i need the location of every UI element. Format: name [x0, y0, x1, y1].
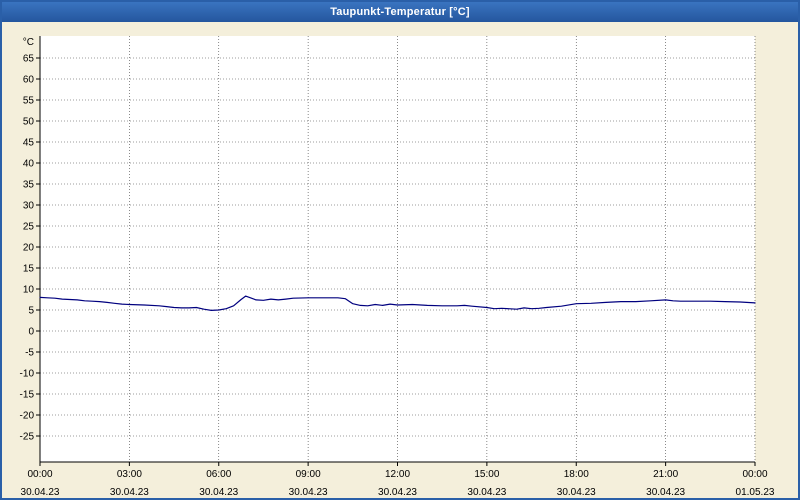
y-tick-label: 30: [23, 201, 35, 212]
x-tick-time-label: 03:00: [117, 469, 142, 480]
x-tick-date-label: 30.04.23: [378, 487, 417, 498]
y-tick-label: 35: [23, 180, 35, 191]
window-title: Taupunkt-Temperatur [°C]: [330, 6, 470, 18]
x-tick-time-label: 18:00: [564, 469, 589, 480]
y-tick-label: 50: [23, 117, 35, 128]
y-tick-label: -5: [25, 348, 34, 359]
y-tick-label: -10: [20, 369, 35, 380]
y-tick-label: 40: [23, 159, 35, 170]
x-tick-time-label: 06:00: [206, 469, 231, 480]
x-tick-time-label: 15:00: [474, 469, 499, 480]
x-tick-date-label: 30.04.23: [199, 487, 238, 498]
y-tick-label: -15: [20, 390, 35, 401]
x-tick-date-label: 30.04.23: [467, 487, 506, 498]
x-tick-date-label: 30.04.23: [646, 487, 685, 498]
x-tick-time-label: 09:00: [296, 469, 321, 480]
y-axis-unit-label: °C: [23, 37, 34, 48]
x-tick-date-label: 30.04.23: [557, 487, 596, 498]
dewpoint-temperature-chart: 65605550454035302520151050-5-10-15-20-25…: [20, 36, 775, 498]
y-tick-label: 45: [23, 138, 35, 149]
y-tick-label: 20: [23, 243, 35, 254]
y-tick-label: -25: [20, 432, 35, 443]
y-tick-label: 15: [23, 264, 35, 275]
x-tick-date-label: 30.04.23: [289, 487, 328, 498]
y-tick-label: 25: [23, 222, 35, 233]
y-tick-label: 55: [23, 96, 35, 107]
x-tick-date-label: 30.04.23: [110, 487, 149, 498]
y-tick-label: 0: [28, 327, 34, 338]
y-tick-label: -20: [20, 411, 35, 422]
dewpoint-series-line: [39, 295, 756, 311]
y-tick-label: 65: [23, 54, 35, 65]
x-tick-date-label: 30.04.23: [21, 487, 60, 498]
x-tick-time-label: 00:00: [27, 469, 52, 480]
y-tick-label: 5: [28, 306, 34, 317]
y-tick-label: 60: [23, 75, 35, 86]
y-tick-label: 10: [23, 285, 35, 296]
window-titlebar: Taupunkt-Temperatur [°C]: [2, 2, 798, 22]
x-tick-time-label: 00:00: [742, 469, 767, 480]
x-tick-date-label: 01.05.23: [736, 487, 775, 498]
x-tick-time-label: 21:00: [653, 469, 678, 480]
x-tick-time-label: 12:00: [385, 469, 410, 480]
